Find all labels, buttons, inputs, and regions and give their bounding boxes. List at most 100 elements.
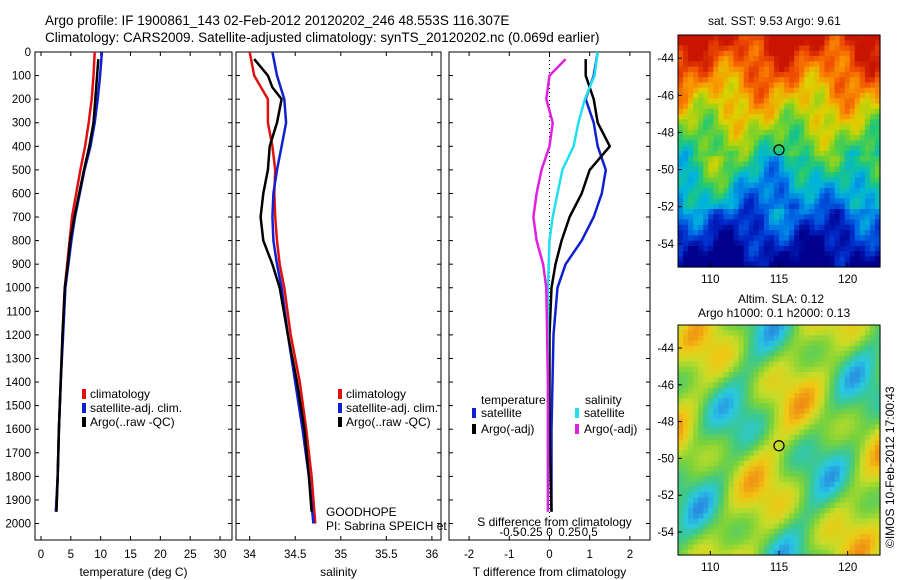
sla-map-cell [864,539,871,546]
sla-map-cell [693,361,699,368]
sla-map-cell [814,361,820,368]
sst-map-cell [829,45,836,52]
sla-map-cell [748,372,755,378]
sla-map-cell [763,534,770,540]
sst-map-cell [814,61,820,68]
sst-map-cell [854,145,861,152]
sla-map-cell [834,502,841,509]
sla-map-cell [819,518,826,525]
sst-map-cell [794,177,800,184]
sla-map-cell [758,372,765,378]
sst-map-cell [753,93,760,99]
sla-map-cell [819,392,826,399]
sla-map-cell [773,419,780,425]
sla-map-cell [738,507,745,514]
sst-map-cell [864,245,871,252]
sst-map-cell [859,45,866,52]
sla-map-cell [799,466,805,472]
sst-map-cell [874,214,881,221]
sla-map-cell [849,445,856,452]
sst-map-cell [799,187,805,194]
sst-map-cell [794,151,800,157]
sst-map-cell [829,140,836,147]
sst-map-cell [804,203,810,210]
sst-map-cell [849,103,856,110]
sla-map-cell [834,330,841,337]
sst-map-cell [713,108,719,115]
sst-map-cell [849,135,856,142]
sst-map-cell [859,251,866,258]
sst-map-cell [859,50,866,57]
sla-map-cell [683,507,689,514]
sla-map-cell [779,330,785,337]
sst-map-cell [874,129,881,136]
sla-map-cell [698,450,704,457]
sst-map-cell [763,214,770,221]
sla-map-cell [738,356,745,363]
sst-map-cell [748,45,755,52]
sla-map-cell [794,466,800,472]
sla-map-cell [713,440,719,446]
sla-map-cell [683,460,689,467]
sst-map-cell [713,45,719,52]
sst-map-cell [814,209,820,215]
sst-map-cell [733,71,740,78]
sst-map-cell [708,71,714,78]
sla-map-cell [753,502,760,509]
sla-map-cell [789,471,795,478]
sla-map-cell [869,345,876,352]
sst-map-cell [683,177,689,184]
sst-map-cell [723,172,730,178]
sla-map-cell [753,351,760,357]
sla-map-cell [708,424,714,431]
sla-map-cell [728,403,735,410]
sst-map-cell [834,50,841,57]
sla-map-cell [688,361,694,368]
sst-map-cell [688,135,694,142]
sla-map-cell [869,518,876,525]
sla-map-cell [819,455,826,462]
sla-map-cell [703,361,709,368]
sla-map-cell [743,460,750,467]
sla-map-cell [829,377,836,384]
sst-map-cell [809,172,815,178]
sst-map-cell [859,224,866,231]
sst-map-cell [824,235,831,242]
sla-map-cell [698,340,704,347]
sst-map-cell [809,261,815,268]
sst-map-cell [814,66,820,73]
sst-map-cell [773,240,780,247]
sst-map-cell [784,245,790,252]
sla-map-cell [849,351,856,357]
sla-map-cell [849,361,856,368]
sla-map-cell [859,487,866,493]
sla-map-cell [738,335,745,342]
sst-map-cell [859,245,866,252]
sst-map-cell [864,256,871,263]
sla-map-cell [773,361,780,368]
sla-map-cell [829,403,836,410]
sst-map-cell [688,114,694,120]
sla-map-cell [819,544,826,551]
sla-map-cell [834,372,841,378]
sst-map-cell [839,50,846,57]
sst-map-cell [683,103,689,110]
sla-map-cell [794,518,800,525]
sla-map-cell [688,356,694,363]
sst-map-cell [743,161,750,168]
sst-map-cell [713,66,719,73]
sst-map-cell [743,108,750,115]
sla-map-cell [874,513,881,520]
sst-map-cell [834,140,841,147]
sst-map-cell [824,124,831,131]
sst-map-cell [804,235,810,242]
sst-map-cell [733,61,740,68]
sla-map-cell [753,539,760,546]
sst-map-cell [763,93,770,99]
sst-map-cell [849,187,856,194]
sla-map-cell [753,345,760,352]
sla-map-cell [824,345,831,352]
sst-map-cell [688,256,694,263]
sla-map-cell [789,539,795,546]
sla-map-cell [854,549,861,556]
